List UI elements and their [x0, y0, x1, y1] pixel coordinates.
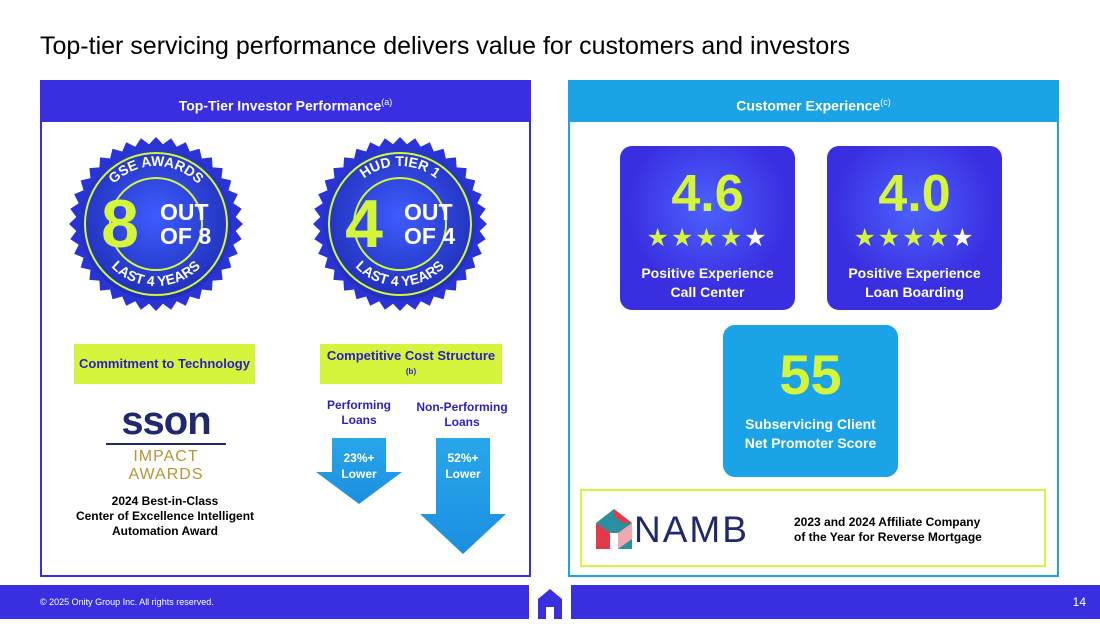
nonperforming-loans-label: Non-Performing Loans	[416, 400, 508, 429]
nonperforming-lower: Lower	[445, 467, 481, 481]
gse-badge-out: OUT	[160, 199, 209, 225]
gse-badge-number: 8	[101, 186, 139, 262]
loan-boarding-label-2: Loan Boarding	[865, 284, 964, 300]
nonperforming-percent: 52%+	[447, 451, 479, 465]
customer-experience-header-text: Customer Experience	[736, 97, 881, 114]
hud-badge-number: 4	[345, 186, 383, 262]
sson-logo-text: sson	[121, 399, 211, 443]
namb-award-box: NAMB 2023 and 2024 Affiliate Company of …	[580, 489, 1046, 567]
footer-bar: © 2025 Onity Group Inc. All rights reser…	[0, 585, 1100, 619]
hud-tier-badge-icon: HUD TIER 1 LAST 4 YEARS 4 OUT OF 4	[313, 137, 487, 311]
footer-copyright: © 2025 Onity Group Inc. All rights reser…	[40, 597, 214, 607]
loan-boarding-score: 4.0	[878, 165, 951, 223]
hud-badge-out: OUT	[404, 199, 453, 225]
footnote-b: (b)	[405, 367, 417, 376]
performing-value: 23%+ Lower	[332, 450, 386, 482]
page-title: Top-tier servicing performance delivers …	[40, 32, 851, 60]
performing-loans-label: Performing Loans	[326, 398, 391, 427]
sson-logo-subtitle: IMPACT AWARDS	[128, 448, 204, 483]
hud-badge-of: OF 4	[404, 223, 455, 249]
page-number: 14	[1072, 595, 1086, 609]
call-center-stars-icon: ★★★★★	[646, 224, 769, 252]
net-promoter-score: 55	[779, 343, 842, 406]
namb-house-icon	[596, 509, 632, 549]
net-promoter-score-card: 55 Subservicing Client Net Promoter Scor…	[723, 325, 898, 477]
award-line-1: 2024 Best-in-Class	[111, 494, 219, 508]
namb-line-1: 2023 and 2024 Affiliate Company	[794, 515, 981, 529]
call-center-score: 4.6	[671, 165, 744, 223]
sson-impact-awards-logo: sson IMPACT AWARDS	[104, 399, 228, 483]
call-center-label-1: Positive Experience	[641, 265, 774, 281]
namb-logo-text: NAMB	[634, 509, 749, 550]
competitive-cost-text: Competitive Cost Structure	[326, 348, 496, 363]
nonperforming-down-arrow-icon	[420, 438, 506, 554]
loan-boarding-stars-icon: ★★★★★	[853, 224, 976, 252]
sson-award-description: 2024 Best-in-Class Center of Excellence …	[50, 494, 280, 539]
investor-performance-header-text: Top-Tier Investor Performance	[178, 97, 382, 114]
namb-award-description: 2023 and 2024 Affiliate Company of the Y…	[794, 515, 982, 545]
commitment-technology-box: Commitment to Technology	[74, 344, 255, 384]
performing-lower: Lower	[341, 467, 377, 481]
investor-performance-header: Top-Tier Investor Performance(a)	[42, 82, 529, 122]
footnote-a: (a)	[381, 97, 393, 107]
footer-house-logo	[529, 585, 571, 619]
namb-line-2: of the Year for Reverse Mortgage	[794, 530, 982, 544]
net-promoter-label-2: Net Promoter Score	[744, 435, 877, 451]
call-center-label-2: Call Center	[670, 284, 745, 300]
performing-down-arrow-icon	[316, 438, 402, 504]
gse-badge-of: OF 8	[160, 223, 211, 249]
award-line-2: Center of Excellence Intelligent	[75, 509, 255, 523]
performing-percent: 23%+	[343, 451, 375, 465]
call-center-score-card: 4.6 ★★★★★ Positive Experience Call Cente…	[620, 146, 795, 310]
award-line-3: Automation Award	[111, 524, 218, 538]
net-promoter-label-1: Subservicing Client	[745, 416, 876, 432]
nonperforming-value: 52%+ Lower	[436, 450, 490, 482]
loan-boarding-score-card: 4.0 ★★★★★ Positive Experience Loan Board…	[827, 146, 1002, 310]
footnote-c: (c)	[880, 97, 891, 107]
loan-boarding-label-1: Positive Experience	[848, 265, 981, 281]
onity-house-icon	[538, 589, 562, 619]
customer-experience-header: Customer Experience(c)	[570, 82, 1057, 122]
gse-awards-badge-icon: GSE AWARDS LAST 4 YEARS 8 OUT OF 8	[69, 137, 243, 311]
competitive-cost-box: Competitive Cost Structure (b)	[320, 344, 502, 384]
